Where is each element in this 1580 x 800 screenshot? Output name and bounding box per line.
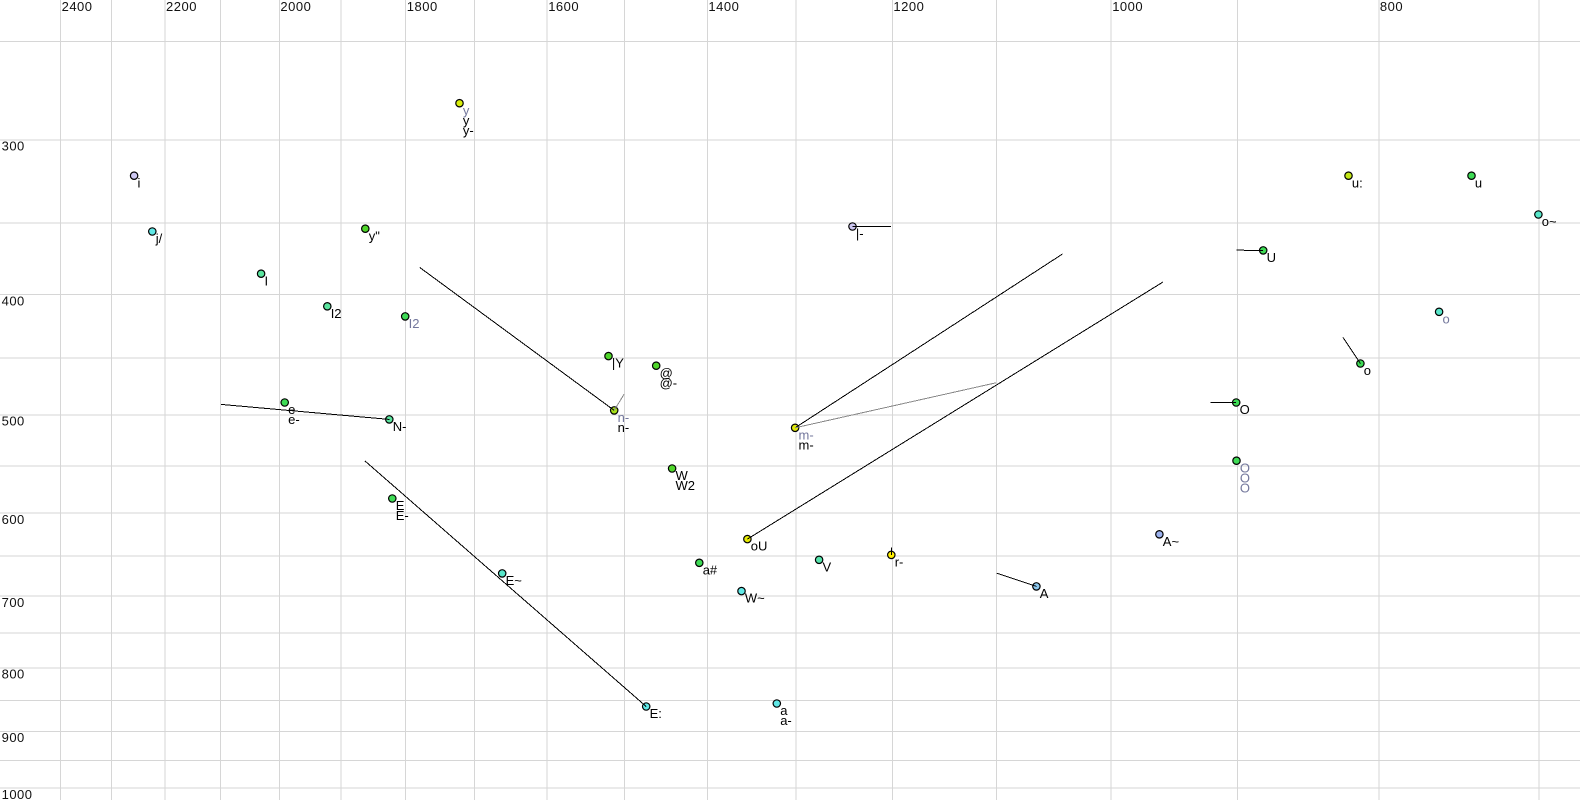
svg-text:O: O: [1240, 480, 1250, 495]
svg-text:400: 400: [2, 293, 25, 308]
svg-text:1800: 1800: [407, 0, 438, 14]
svg-text:r-: r-: [895, 555, 904, 570]
svg-text:E:: E:: [650, 706, 662, 721]
svg-text:m-: m-: [799, 437, 814, 452]
svg-text:a: a: [780, 703, 788, 718]
svg-text:N-: N-: [393, 419, 407, 434]
svg-text:E~: E~: [506, 573, 523, 588]
svg-text:n-: n-: [618, 410, 630, 425]
svg-text:1000: 1000: [1112, 0, 1143, 14]
svg-text:W: W: [676, 468, 689, 483]
svg-text:m-: m-: [799, 427, 814, 442]
svg-text:o: o: [1443, 311, 1450, 326]
svg-text:e: e: [288, 402, 295, 417]
svg-text:u: u: [1475, 175, 1482, 190]
svg-text:j/: j/: [155, 231, 163, 246]
svg-text:V: V: [823, 559, 832, 574]
svg-text:o~: o~: [1542, 214, 1557, 229]
svg-text:W~: W~: [745, 591, 765, 606]
svg-text:700: 700: [2, 595, 25, 610]
svg-text:2200: 2200: [166, 0, 197, 14]
svg-text:y": y": [369, 228, 381, 243]
svg-text:2000: 2000: [280, 0, 311, 14]
svg-text:1600: 1600: [548, 0, 579, 14]
svg-text:n-: n-: [618, 420, 630, 435]
svg-text:I: I: [265, 273, 269, 288]
svg-text:y: y: [463, 103, 470, 118]
svg-text:1400: 1400: [708, 0, 739, 14]
svg-text:I2: I2: [409, 316, 420, 331]
svg-text:|Y: |Y: [612, 356, 624, 371]
svg-text:@: @: [660, 365, 673, 380]
svg-text:y-: y-: [463, 123, 474, 138]
svg-text:E-: E-: [396, 508, 409, 523]
svg-text:600: 600: [2, 512, 25, 527]
svg-text:900: 900: [2, 730, 25, 745]
svg-text:a-: a-: [780, 713, 792, 728]
svg-text:U: U: [1267, 250, 1276, 265]
svg-text:300: 300: [2, 139, 25, 154]
svg-text:y: y: [463, 113, 470, 128]
svg-text:1000: 1000: [2, 787, 33, 800]
svg-text:o: o: [1364, 363, 1371, 378]
svg-text:1200: 1200: [893, 0, 924, 14]
svg-text:O: O: [1240, 402, 1250, 417]
svg-text:500: 500: [2, 414, 25, 429]
svg-text:A: A: [1040, 586, 1049, 601]
svg-text:800: 800: [1380, 0, 1403, 14]
svg-text:e-: e-: [288, 412, 300, 427]
svg-text:O: O: [1240, 460, 1250, 475]
svg-text:|-: |-: [856, 226, 864, 241]
svg-text:800: 800: [2, 667, 25, 682]
svg-text:oU: oU: [751, 539, 768, 554]
svg-text:E: E: [396, 498, 405, 513]
svg-text:O: O: [1240, 470, 1250, 485]
svg-text:W2: W2: [676, 478, 696, 493]
svg-text:A~: A~: [1163, 534, 1180, 549]
svg-text:2400: 2400: [62, 0, 93, 14]
svg-text:u:: u:: [1352, 175, 1363, 190]
svg-text:I2: I2: [331, 306, 342, 321]
svg-text:i: i: [138, 175, 141, 190]
svg-text:a#: a#: [703, 562, 718, 577]
svg-text:@-: @-: [660, 375, 678, 390]
